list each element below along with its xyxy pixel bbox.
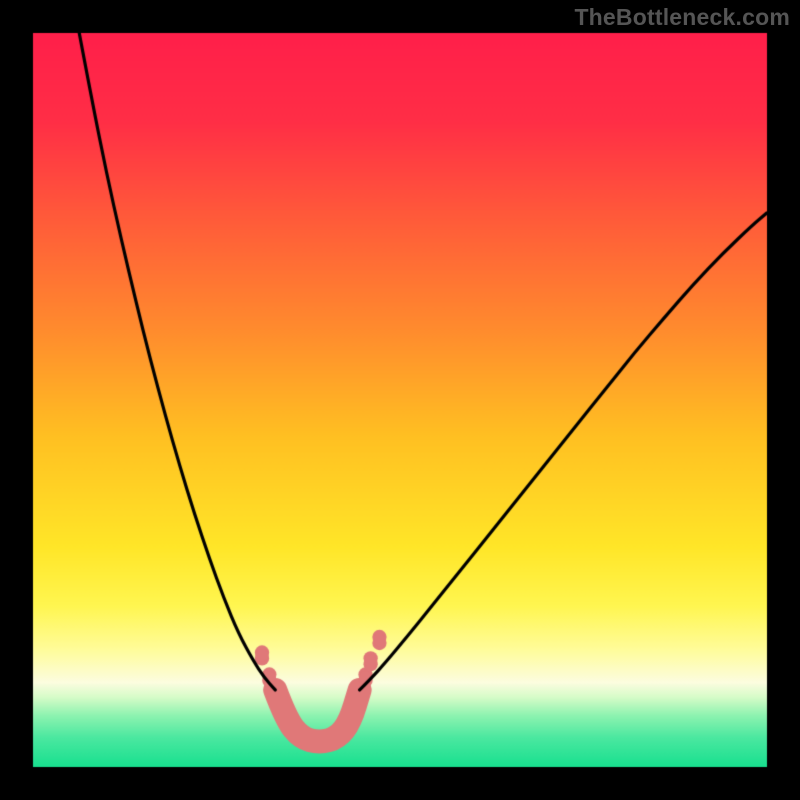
watermark-text: TheBottleneck.com <box>574 4 790 31</box>
chart-stage: TheBottleneck.com <box>0 0 800 800</box>
bottleneck-chart-canvas <box>0 0 800 800</box>
